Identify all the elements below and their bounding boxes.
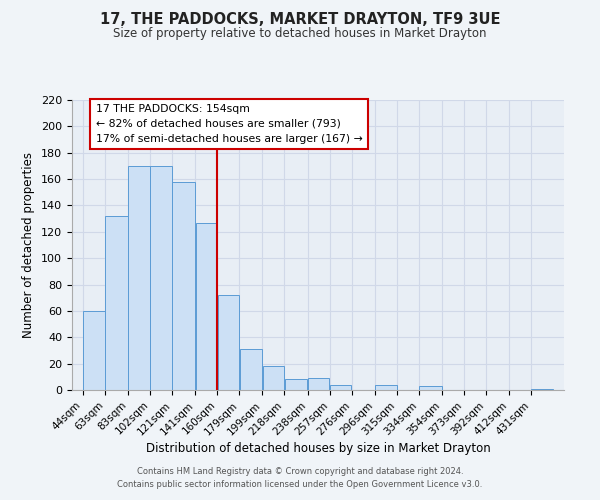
Bar	[419, 386, 442, 390]
Bar	[531, 388, 553, 390]
Bar	[239, 349, 262, 390]
Text: Contains HM Land Registry data © Crown copyright and database right 2024.: Contains HM Land Registry data © Crown c…	[137, 467, 463, 476]
Bar	[172, 182, 195, 390]
Text: 17 THE PADDOCKS: 154sqm
← 82% of detached houses are smaller (793)
17% of semi-d: 17 THE PADDOCKS: 154sqm ← 82% of detache…	[96, 104, 362, 144]
Bar	[128, 166, 150, 390]
Bar	[375, 384, 397, 390]
Bar	[83, 311, 105, 390]
Text: Contains public sector information licensed under the Open Government Licence v3: Contains public sector information licen…	[118, 480, 482, 489]
Bar	[284, 380, 307, 390]
Y-axis label: Number of detached properties: Number of detached properties	[22, 152, 35, 338]
Bar	[196, 222, 217, 390]
Bar	[263, 366, 284, 390]
Text: 17, THE PADDOCKS, MARKET DRAYTON, TF9 3UE: 17, THE PADDOCKS, MARKET DRAYTON, TF9 3U…	[100, 12, 500, 28]
Bar	[330, 384, 352, 390]
Text: Size of property relative to detached houses in Market Drayton: Size of property relative to detached ho…	[113, 28, 487, 40]
Bar	[218, 295, 239, 390]
X-axis label: Distribution of detached houses by size in Market Drayton: Distribution of detached houses by size …	[146, 442, 490, 455]
Bar	[308, 378, 329, 390]
Bar	[105, 216, 128, 390]
Bar	[151, 166, 172, 390]
